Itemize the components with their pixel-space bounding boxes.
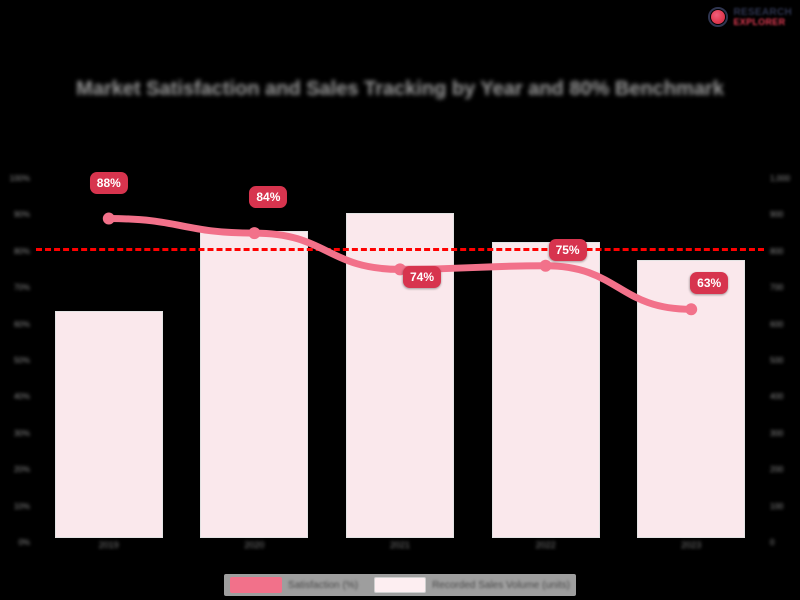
legend-swatch-icon [230,577,283,593]
logo-text: RESEARCH EXPLORER [733,6,792,27]
axis-right-tick: 200 [770,465,784,475]
bar-2022 [491,242,600,538]
axis-right-tick: 1,000 [770,174,791,183]
line-series [102,212,698,316]
logo-mark-icon [707,6,729,28]
axis-left-tick: 20% [13,465,30,475]
axis-right-tick: 700 [770,283,784,293]
axis-right-tick: 600 [770,319,784,329]
y-axis-right: 1,000 900 800 700 600 500 400 300 200 100 0 [766,175,800,547]
axis-right-tick: 800 [770,246,784,256]
x-axis-label-2019: 2019 [98,540,119,550]
axis-left-tick: 50% [13,355,30,365]
plot-area: 88% 84% 74% 75% 63% [36,171,764,538]
bar-2019 [54,311,163,538]
axis-right-tick: 500 [770,355,784,365]
line-point-2020 [248,227,261,240]
legend-label: Recorded Sales Volume (units) [432,579,570,591]
chart-title: Market Satisfaction and Sales Tracking b… [76,78,724,100]
data-label-2021: 74% [402,266,442,289]
axis-right-tick: 300 [770,428,784,438]
x-axis-label-2021: 2021 [389,540,411,550]
brand-logo: RESEARCH EXPLORER [707,4,792,30]
legend-item-sales[interactable]: Recorded Sales Volume (units) [374,577,570,593]
line-point-2022 [539,259,552,272]
data-label-2019: 88% [89,171,128,194]
data-label-2020: 84% [249,186,288,209]
legend-swatch-icon [374,577,427,593]
legend-label: Satisfaction (%) [288,579,359,591]
axis-left-tick: 70% [13,283,30,293]
axis-left-tick: 100% [9,174,30,183]
data-label-2023: 63% [690,272,729,295]
axis-right-tick: 400 [770,392,784,402]
axis-left-tick: 30% [13,428,30,438]
x-axis-label-2020: 2020 [244,540,265,550]
axis-left-tick: 10% [13,501,30,511]
logo-line-1: RESEARCH [733,6,792,18]
x-axis-label-2022: 2022 [535,540,556,550]
axis-right-tick: 0 [770,537,775,547]
data-label-2022: 75% [548,238,587,261]
chart-legend: Satisfaction (%) Recorded Sales Volume (u… [0,574,800,596]
logo-line-2: EXPLORER [733,16,786,27]
axis-left-tick: 60% [13,319,30,329]
bar-2020 [200,231,309,538]
axis-left-tick: 0% [18,537,30,547]
y-axis-left: 100% 90% 80% 70% 60% 50% 40% 30% 20% 10% 0% [0,175,34,547]
axis-left-tick: 40% [13,392,30,402]
line-point-2019 [102,212,115,225]
x-axis-label-2023: 2023 [681,540,702,550]
line-point-2023 [685,303,698,316]
axis-right-tick: 900 [770,210,784,220]
axis-left-tick: 90% [13,210,30,220]
legend-item-satisfaction[interactable]: Satisfaction (%) [230,577,358,593]
axis-right-tick: 100 [770,501,784,511]
x-axis: 2019 2020 2021 2022 2023 [36,540,764,558]
axis-left-tick: 80% [13,246,30,256]
reference-line-80 [36,247,764,251]
